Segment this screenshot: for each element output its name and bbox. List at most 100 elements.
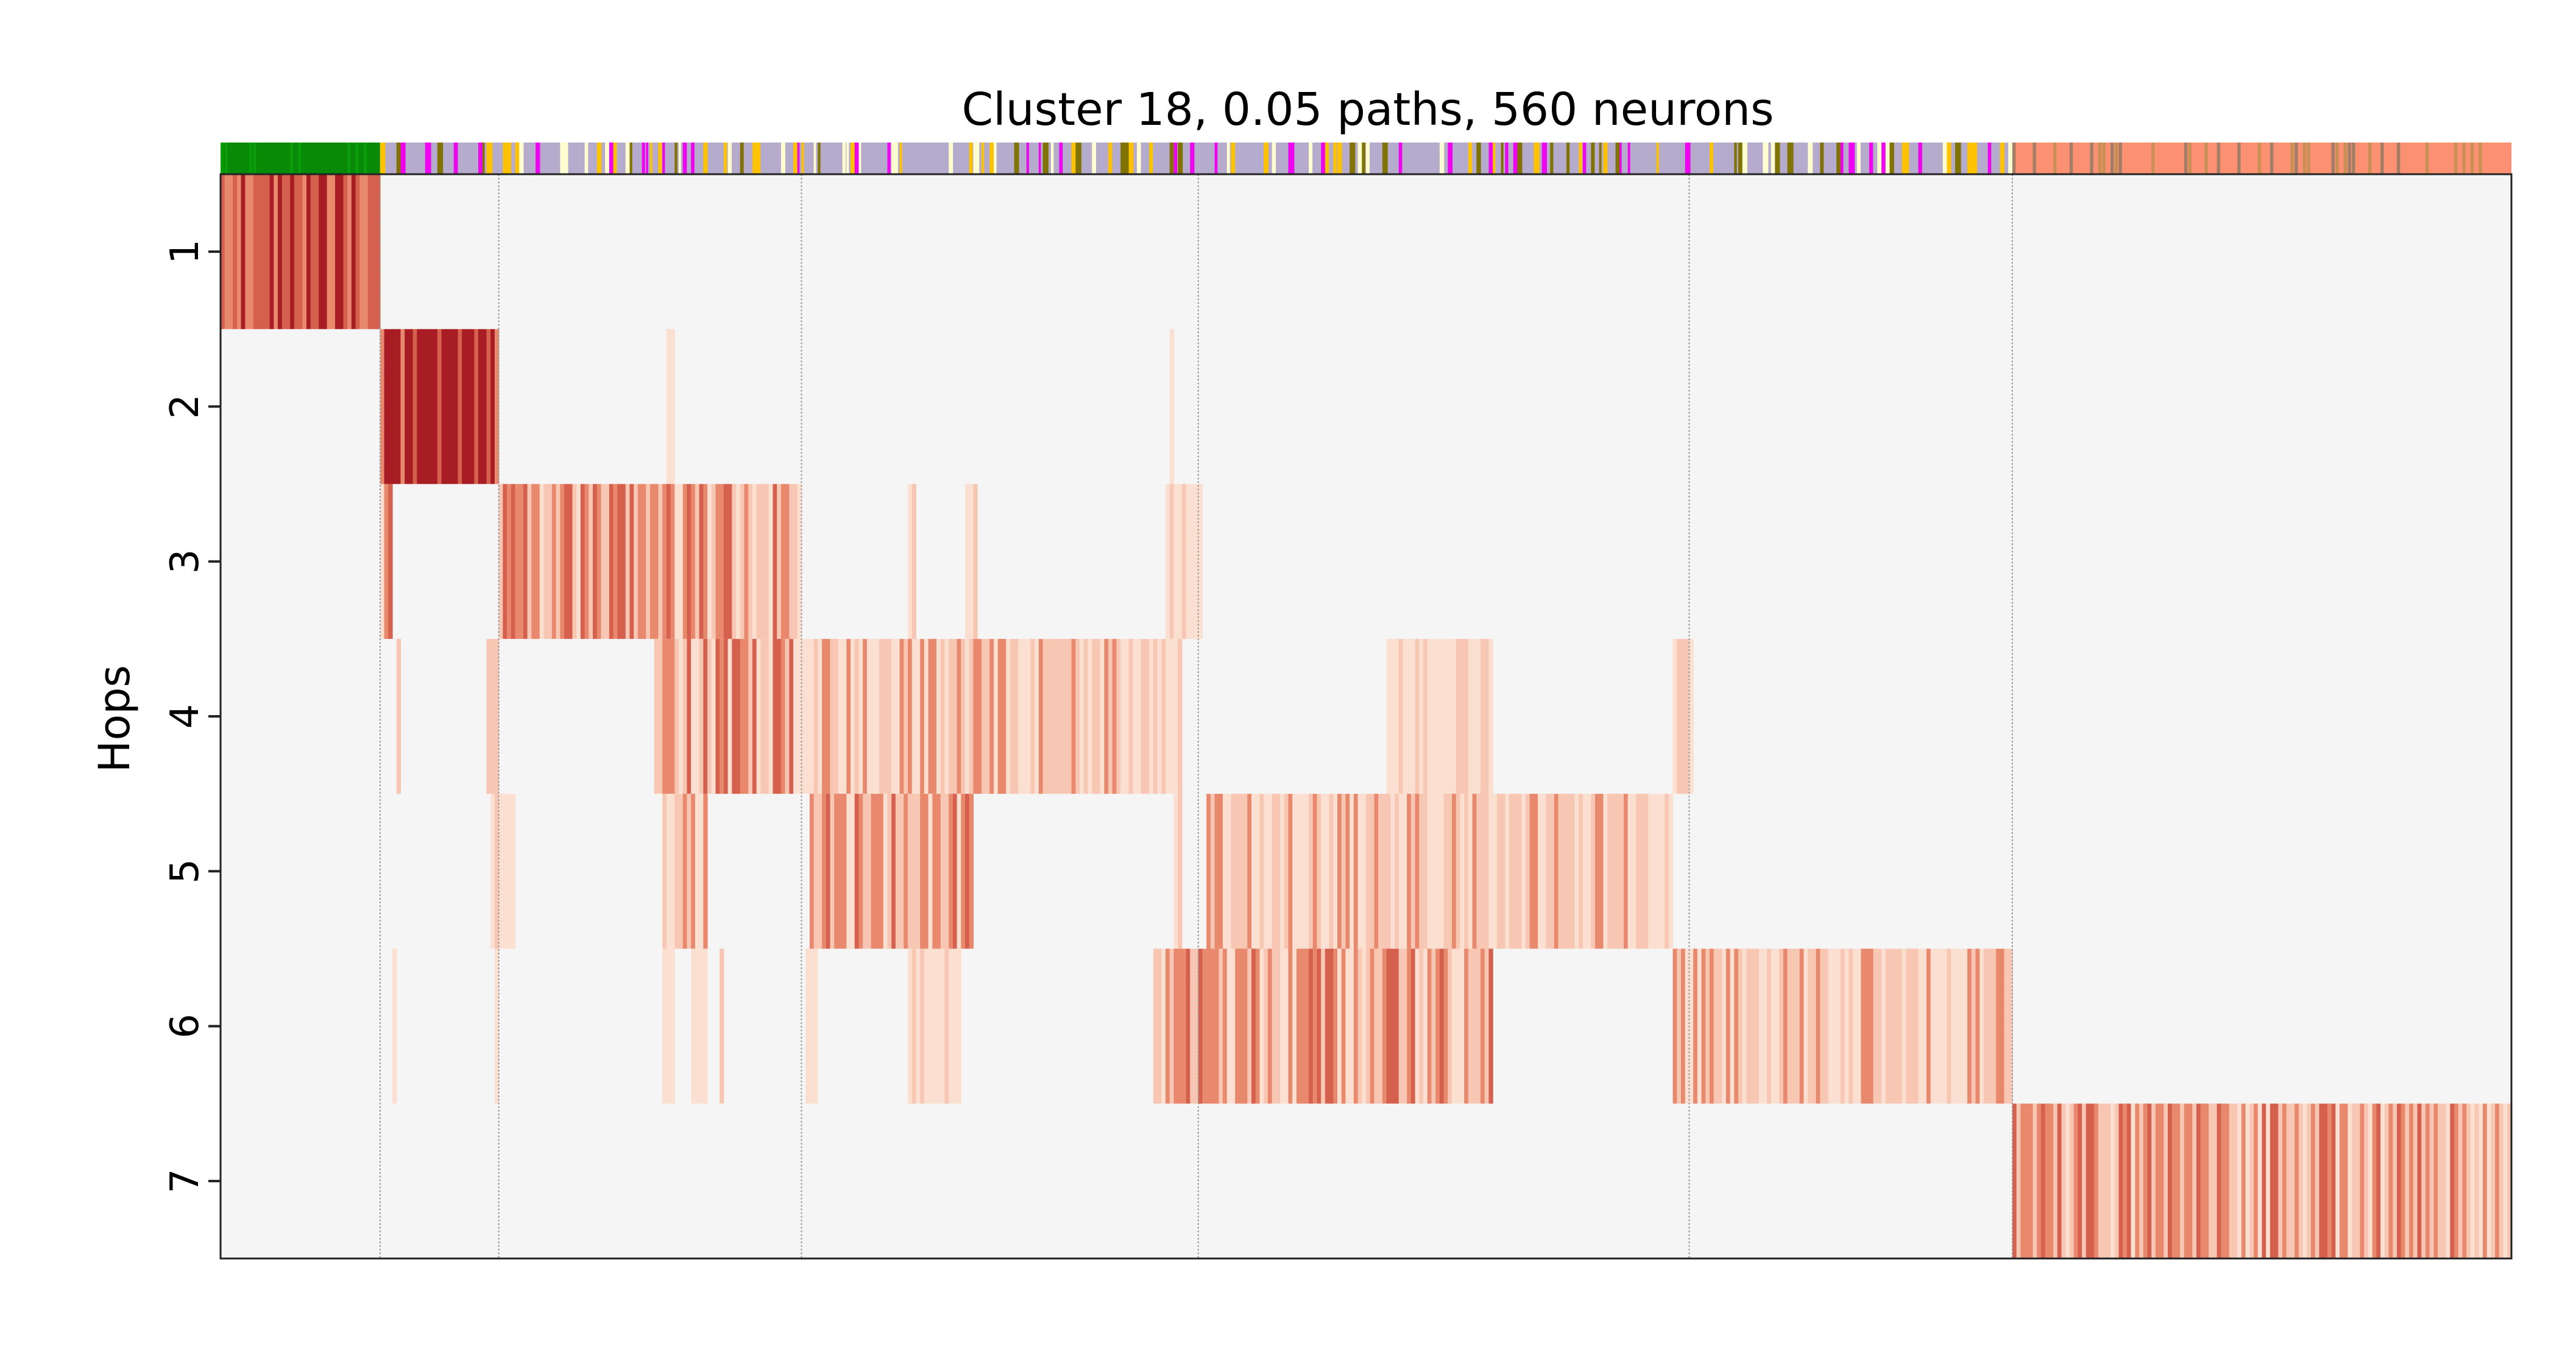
heatmap-cell — [1464, 638, 1469, 794]
heatmap-cell — [2405, 1103, 2410, 1258]
heatmap-cell — [1403, 794, 1407, 949]
heatmap-cell — [1472, 948, 1477, 1104]
heatmap-cell — [760, 638, 765, 794]
heatmap-cell — [551, 484, 557, 639]
color-bar-stripe — [364, 143, 367, 174]
heatmap-cell — [887, 794, 892, 949]
color-bar-stripe — [2462, 143, 2466, 174]
heatmap-cell — [679, 638, 684, 794]
heatmap-cell — [891, 638, 896, 794]
heatmap-cell — [613, 484, 618, 639]
heatmap-cell — [2037, 1103, 2042, 1258]
heatmap-cell — [1452, 794, 1457, 949]
color-bar-stripe — [1108, 143, 1113, 174]
heatmap-cell — [1280, 948, 1285, 1104]
heatmap-cell — [2168, 1103, 2173, 1258]
heatmap-cell — [1758, 948, 1763, 1104]
heatmap-cell — [2257, 1103, 2263, 1258]
heatmap-cell — [1173, 948, 1178, 1104]
color-bar-stripe — [682, 143, 687, 174]
heatmap-cell — [1971, 948, 1976, 1104]
heatmap-cell — [858, 638, 863, 794]
color-bar-stripe — [1366, 143, 1370, 174]
color-bar-stripe — [437, 143, 444, 174]
heatmap-cell — [1166, 484, 1170, 639]
color-bar-stripe — [2426, 143, 2429, 174]
heatmap-cell — [2078, 1103, 2082, 1258]
heatmap-cell — [1481, 638, 1485, 794]
heatmap-cell — [1775, 948, 1780, 1104]
heatmap-cell — [1619, 794, 1624, 949]
heatmap-cell — [1304, 794, 1309, 949]
heatmap-cell — [1435, 948, 1440, 1104]
heatmap-cell — [1161, 638, 1166, 794]
color-bar-stripe — [1075, 143, 1081, 174]
heatmap-cell — [1390, 794, 1395, 949]
heatmap-cell — [576, 484, 581, 639]
heatmap-cell — [1088, 638, 1092, 794]
heatmap-cell — [568, 484, 573, 639]
color-bar-stripe — [793, 143, 798, 174]
heatmap-cell — [1926, 948, 1931, 1104]
heatmap-cell — [1796, 948, 1800, 1104]
heatmap-cell — [2126, 1103, 2132, 1258]
heatmap-cell — [327, 174, 331, 330]
heatmap-cell — [494, 794, 500, 949]
heatmap-cell — [842, 638, 847, 794]
heatmap-cell — [1022, 638, 1027, 794]
color-bar-stripe — [486, 143, 493, 174]
heatmap-cell — [1398, 638, 1404, 794]
heatmap-cell — [1280, 794, 1285, 949]
heatmap-cell — [1725, 948, 1731, 1104]
heatmap-cell — [1488, 948, 1493, 1104]
heatmap-cell — [658, 484, 663, 639]
color-bar-stripe — [2348, 143, 2351, 174]
heatmap-cell — [813, 948, 818, 1104]
heatmap-cell — [1178, 484, 1183, 639]
heatmap-cell — [813, 794, 818, 949]
heatmap-cell — [1783, 948, 1788, 1104]
heatmap-cell — [928, 638, 933, 794]
heatmap-cell — [1889, 948, 1894, 1104]
heatmap-cell — [1210, 794, 1215, 949]
heatmap-cell — [2012, 1103, 2017, 1258]
heatmap-cell — [1272, 794, 1276, 949]
heatmap-cell — [887, 638, 892, 794]
color-bar-stripe — [2102, 143, 2106, 174]
heatmap-cell — [2364, 1103, 2369, 1258]
color-bar-stripe — [797, 143, 800, 174]
heatmap-cell — [2176, 1103, 2181, 1258]
heatmap-cell — [773, 638, 777, 794]
heatmap-cell — [904, 638, 908, 794]
heatmap-cell — [580, 484, 586, 639]
heatmap-cell — [1996, 948, 2001, 1104]
heatmap-cell — [863, 794, 868, 949]
heatmap-cell — [1587, 794, 1591, 949]
heatmap-cell — [957, 948, 961, 1104]
heatmap-cell — [536, 484, 540, 639]
heatmap-cell — [1481, 948, 1485, 1104]
color-bar-stripe — [1599, 143, 1602, 174]
color-bar-stripe — [2343, 143, 2348, 174]
heatmap-cell — [511, 484, 516, 639]
heatmap-cell — [1464, 794, 1469, 949]
heatmap-cell — [895, 794, 901, 949]
color-bar-stripe — [503, 143, 508, 174]
heatmap-cell — [2057, 1103, 2062, 1258]
heatmap-cell — [1452, 638, 1457, 794]
heatmap-cell — [2139, 1103, 2144, 1258]
color-bar-stripe — [642, 143, 645, 174]
color-bar-stripe — [658, 143, 662, 174]
heatmap-cell — [736, 484, 741, 639]
heatmap-cell — [1231, 948, 1236, 1104]
heatmap-cell — [265, 174, 271, 330]
heatmap-cell — [944, 948, 949, 1104]
heatmap-cell — [2426, 1103, 2430, 1258]
heatmap-cell — [1468, 638, 1473, 794]
heatmap-cell — [679, 794, 684, 949]
heatmap-cell — [1395, 948, 1399, 1104]
heatmap-cell — [1435, 638, 1440, 794]
heatmap-cell — [1071, 638, 1076, 794]
heatmap-cell — [674, 794, 679, 949]
heatmap-cell — [1730, 948, 1735, 1104]
